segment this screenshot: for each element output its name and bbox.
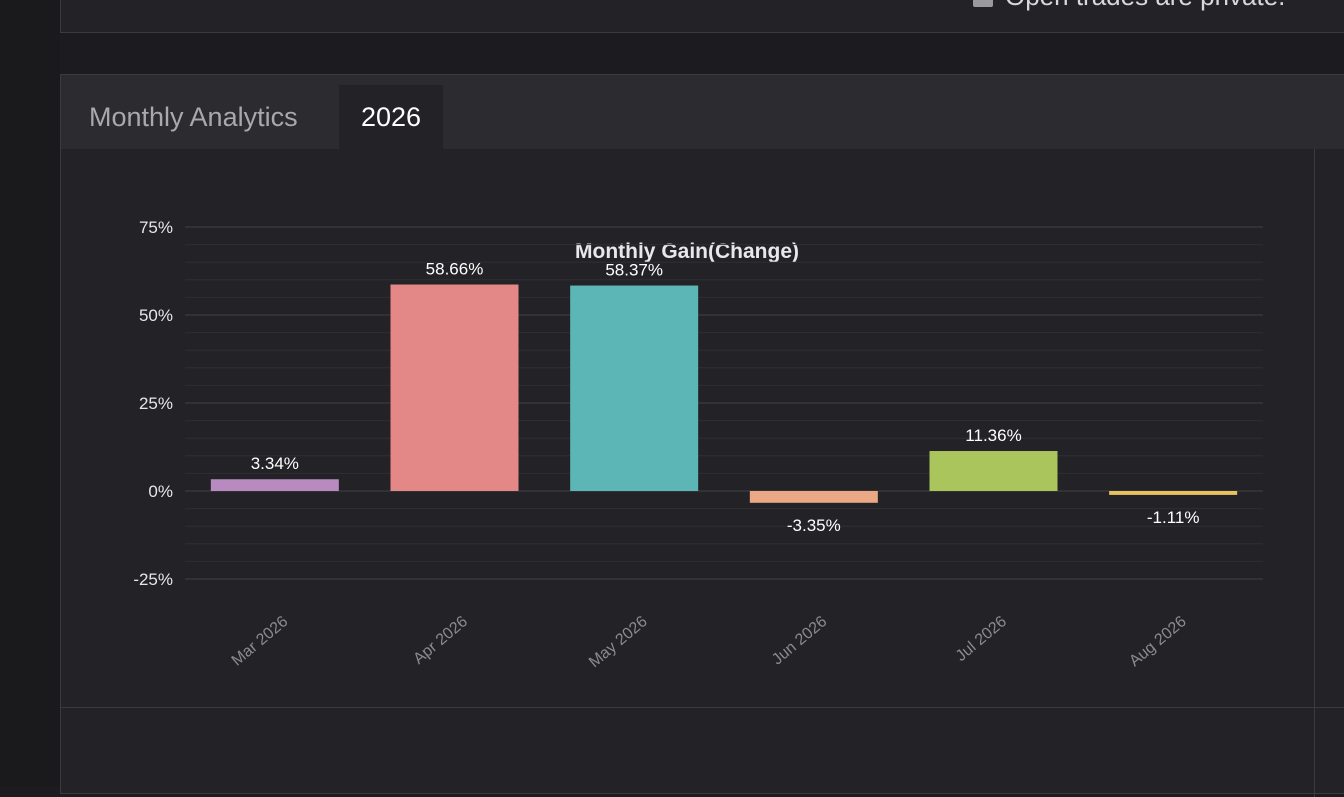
left-rail bbox=[0, 0, 60, 786]
y-tick-label: 0% bbox=[148, 482, 173, 501]
privacy-panel: Open trades are private. bbox=[60, 0, 1344, 33]
y-tick-label: -25% bbox=[133, 570, 173, 589]
divider bbox=[61, 707, 1344, 708]
x-tick-label: Apr 2026 bbox=[410, 613, 471, 668]
x-tick-label: Jun 2026 bbox=[769, 613, 830, 668]
x-tick-label: Aug 2026 bbox=[1126, 613, 1189, 670]
chart-title: Monthly Gain(Change) bbox=[575, 240, 799, 263]
bar bbox=[749, 491, 878, 503]
monthly-analytics-panel: Monthly Analytics 2026 Monthly Gain(Chan… bbox=[60, 74, 1344, 797]
data-label: 58.37% bbox=[605, 261, 663, 280]
bar bbox=[570, 285, 699, 491]
x-tick-label: Jul 2026 bbox=[953, 613, 1010, 665]
data-label: -1.11% bbox=[1147, 508, 1200, 527]
data-label: 11.36% bbox=[965, 426, 1021, 445]
private-label: Open trades are private. bbox=[1005, 0, 1285, 12]
bar bbox=[210, 479, 339, 491]
tab-bar: Monthly Analytics 2026 bbox=[61, 75, 1344, 149]
data-label: 3.34% bbox=[251, 454, 299, 473]
private-checkbox[interactable] bbox=[973, 0, 993, 7]
private-toggle[interactable]: Open trades are private. bbox=[973, 0, 1285, 12]
monthly-gain-chart: Monthly Gain(Change) 75% 50% 25% 0% -25% 3.34%… bbox=[133, 218, 1263, 671]
y-tick-label: 75% bbox=[139, 218, 173, 237]
y-tick-label: 50% bbox=[139, 306, 173, 325]
x-tick-label: Mar 2026 bbox=[229, 613, 292, 670]
x-tick-label: May 2026 bbox=[586, 613, 651, 671]
tab-year-2026[interactable]: 2026 bbox=[339, 85, 443, 149]
data-label: 58.66% bbox=[426, 260, 484, 279]
bar bbox=[929, 451, 1058, 491]
data-label: -3.35% bbox=[787, 516, 841, 535]
tab-monthly-analytics[interactable]: Monthly Analytics bbox=[89, 101, 298, 132]
divider-vertical bbox=[1314, 707, 1315, 797]
bar bbox=[1109, 491, 1238, 495]
chart-area: Monthly Gain(Change) 75% 50% 25% 0% -25% 3.34%… bbox=[61, 149, 1315, 707]
bar bbox=[390, 284, 519, 491]
y-tick-label: 25% bbox=[139, 394, 173, 413]
